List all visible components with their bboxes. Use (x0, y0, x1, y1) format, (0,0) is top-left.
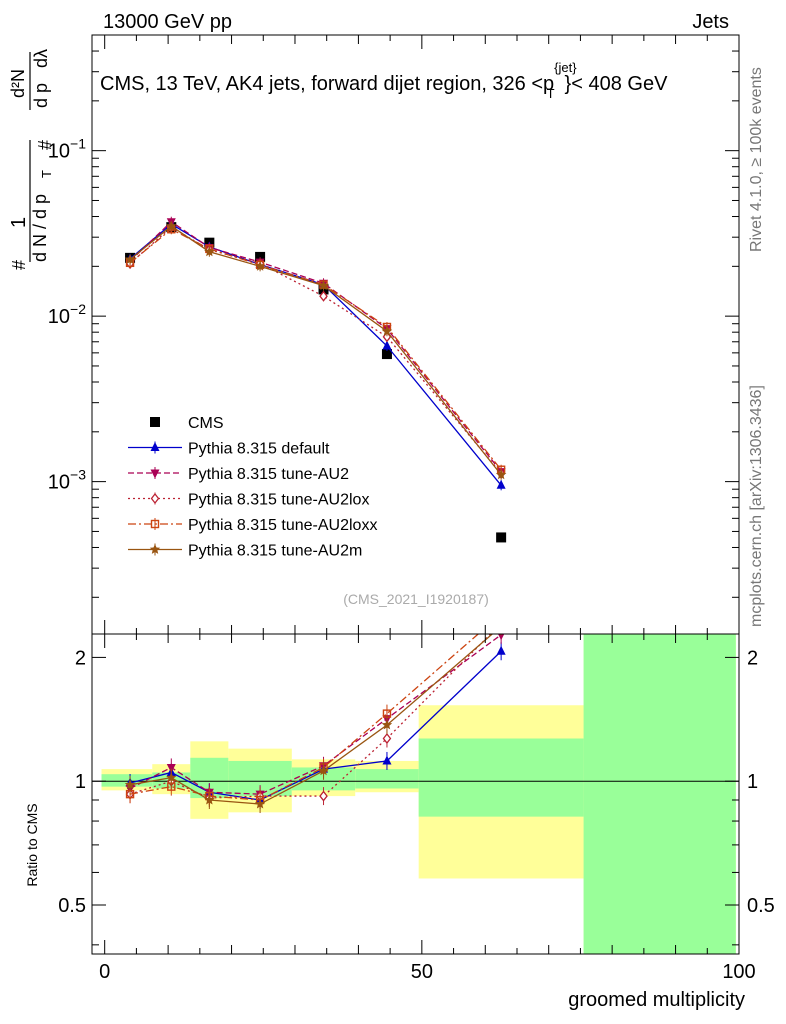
ratio-point (124, 779, 136, 790)
ratio-point (254, 798, 266, 809)
mc-point (381, 325, 393, 336)
data-point (255, 251, 266, 262)
ylabel-dlambda: dλ (31, 49, 51, 68)
legend-marker (150, 469, 160, 479)
ratio-point (166, 763, 176, 773)
main-ylabel: # 1 d N / d p T # d²N d p dλ (8, 49, 55, 270)
ratio-y-tick-label: 1 (75, 771, 86, 793)
legend-label: Pythia 8.315 tune-AU2 (188, 466, 349, 483)
ylabel-hash-2: # (35, 140, 55, 150)
ylabel-dp: d p (31, 83, 51, 108)
ratio-point (498, 611, 505, 618)
legend: CMS Pythia 8.315 default Pythia 8.315 tune… (128, 415, 377, 560)
ratio-point (497, 634, 505, 641)
data-point (496, 532, 507, 543)
y-tick-label: 10−3 (48, 467, 86, 494)
legend-label: Pythia 8.315 tune-AU2loxx (188, 517, 377, 534)
ylabel-den-T: T (39, 170, 54, 178)
title-tail: }< 408 GeV (565, 73, 669, 95)
ratio-point (319, 790, 328, 802)
ratio-panel-frame (91, 633, 740, 955)
legend-marker (150, 519, 160, 529)
ylabel-d2N: d²N (8, 69, 28, 98)
ratio-y-tick-label-right: 2 (747, 647, 758, 669)
legend-label: Pythia 8.315 tune-AU2lox (188, 492, 369, 509)
uncertainty-band-green (355, 769, 419, 789)
ratio-point (498, 619, 505, 628)
x-tick-label: 0 (99, 961, 110, 983)
legend-marker (150, 417, 160, 427)
x-tick-label: 100 (722, 961, 755, 983)
energy-label: 13000 GeV pp (103, 11, 232, 33)
mc-point (254, 260, 266, 271)
category-label: Jets (692, 11, 729, 33)
y-tick-label: 10−2 (48, 301, 86, 328)
analysis-watermark: (CMS_2021_I1920187) (343, 591, 489, 607)
y-tick-label: 10−1 (48, 136, 86, 163)
mc-point (382, 340, 392, 350)
uncertainty-band-green (583, 634, 736, 954)
ylabel-hash-1: # (9, 260, 29, 270)
legend-marker (149, 544, 161, 554)
ratio-point (381, 719, 393, 730)
ratio-point (382, 755, 392, 765)
legend-marker (150, 442, 160, 451)
series-line-5 (129, 225, 502, 476)
title-main: CMS, 13 TeV, AK4 jets, forward dijet reg… (100, 73, 554, 95)
mc-point (496, 479, 506, 489)
mc-point (318, 280, 329, 290)
rivet-version-label: Rivet 4.1.0, ≥ 100k events (748, 67, 765, 252)
main-title: CMS, 13 TeV, AK4 jets, forward dijet reg… (100, 60, 668, 101)
ratio-point (204, 794, 215, 805)
ylabel-den: d N / d p (30, 194, 50, 262)
ratio-point (382, 732, 392, 745)
ratio-y-tick-label: 2 (75, 647, 86, 669)
svg-text:CMS, 13 TeV, AK4 jets, forward: CMS, 13 TeV, AK4 jets, forward dijet reg… (100, 60, 668, 101)
ratio-point (318, 765, 329, 776)
series-line-2 (129, 220, 502, 472)
ratio-point (496, 645, 506, 655)
ylabel-one: 1 (8, 217, 30, 228)
uncertainty-band-green (418, 738, 584, 817)
series-line-3 (129, 226, 502, 474)
ratio-y-tick-label-right: 1 (747, 771, 758, 793)
mc-point (495, 469, 507, 480)
x-tick-label: 50 (411, 961, 433, 983)
mcplots-label: mcplots.cern.ch [arXiv:1306.3436] (748, 385, 765, 627)
title-sup: {jet} (554, 60, 577, 75)
data-point (381, 349, 392, 360)
title-sub: T (547, 86, 555, 101)
ratio-y-tick-label-right: 0.5 (747, 895, 775, 917)
legend-label: CMS (188, 415, 224, 432)
legend-marker (150, 492, 160, 505)
legend-label: Pythia 8.315 default (188, 441, 330, 458)
ratio-point (166, 772, 177, 783)
mc-point (319, 290, 328, 302)
series-line-4 (129, 228, 502, 471)
ratio-ylabel: Ratio to CMS (24, 803, 40, 886)
legend-label: Pythia 8.315 tune-AU2m (188, 543, 362, 560)
mc-point (166, 220, 177, 231)
xlabel: groomed multiplicity (568, 989, 745, 1011)
mc-point (204, 246, 215, 257)
mc-point (124, 254, 136, 264)
ratio-point (496, 621, 507, 631)
ratio-y-tick-label: 0.5 (58, 895, 86, 917)
